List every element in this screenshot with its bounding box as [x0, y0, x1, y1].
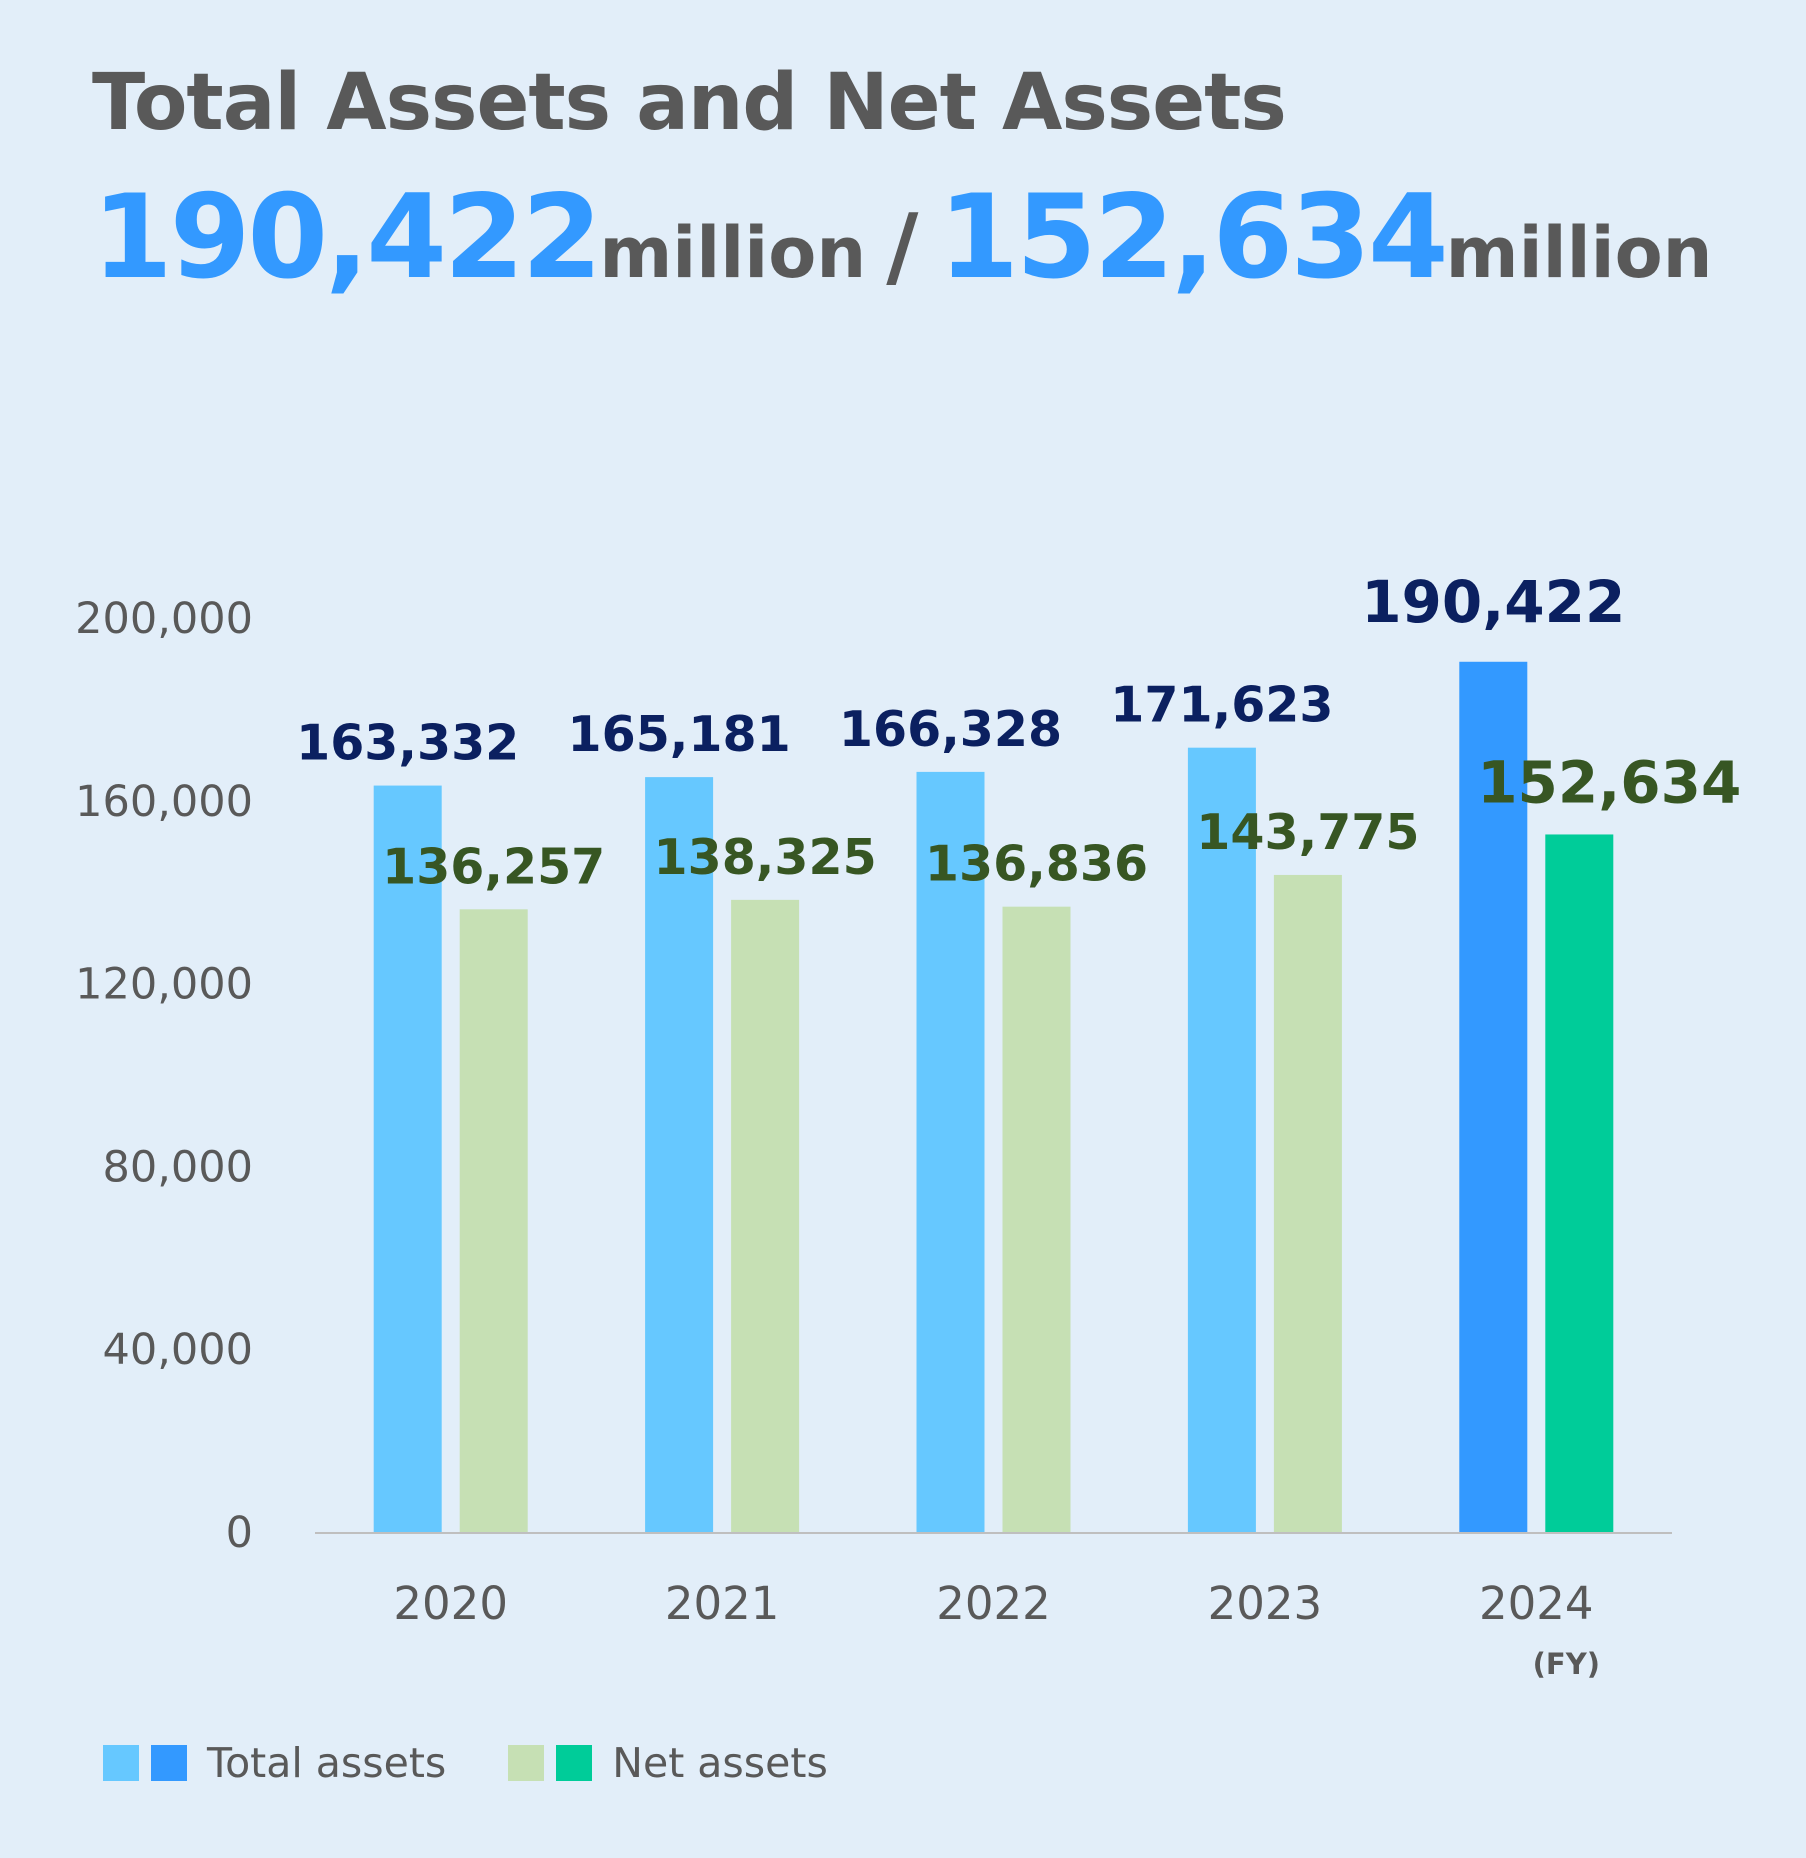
headline-total-value: 190,422 [92, 170, 602, 305]
legend-swatch-net-past [508, 1745, 545, 1781]
headline-separator: / [886, 195, 919, 298]
data-label-total-assets: 171,623 [1110, 677, 1333, 734]
x-tick-label: 2021 [665, 1577, 780, 1630]
legend: Total assets Net assets [103, 1738, 828, 1788]
y-tick-label: 160,000 [75, 777, 253, 827]
headline-total-unit: million [599, 212, 867, 294]
y-tick-label: 80,000 [103, 1142, 253, 1192]
bar-total-assets [373, 785, 442, 1532]
x-tick-label: 2022 [936, 1577, 1051, 1630]
x-axis-unit-label: (FY) [1533, 1647, 1600, 1681]
y-tick-label: 120,000 [75, 960, 253, 1010]
data-label-net-assets: 143,775 [1196, 804, 1419, 861]
data-label-total-assets: 163,332 [296, 715, 519, 772]
data-label-total-assets: 190,422 [1361, 568, 1625, 636]
y-tick-label: 0 [226, 1508, 253, 1558]
data-label-total-assets: 165,181 [568, 706, 791, 763]
bar-total-assets [916, 771, 985, 1532]
x-tick-label: 2023 [1208, 1577, 1323, 1630]
bar-total-assets [1187, 747, 1256, 1532]
x-tick-label: 2024 [1479, 1577, 1594, 1630]
legend-swatch-total-latest [151, 1745, 187, 1781]
legend-swatch-net-latest [556, 1745, 593, 1781]
legend-label-total-assets: Total assets [207, 1739, 447, 1787]
legend-total-assets: Total assets [103, 1739, 446, 1787]
bar-net-assets [459, 909, 528, 1532]
bar-total-assets [1459, 661, 1528, 1532]
x-tick-label: 2020 [393, 1577, 508, 1630]
data-label-total-assets: 166,328 [839, 701, 1062, 758]
data-label-net-assets: 136,257 [382, 838, 605, 895]
headline-figures: 190,422million/152,634million [92, 170, 1713, 305]
legend-label-net-assets: Net assets [612, 1739, 828, 1787]
legend-net-assets: Net assets [508, 1739, 828, 1787]
chart-title: Total Assets and Net Assets [92, 58, 1287, 148]
bar-net-assets [1545, 834, 1614, 1532]
legend-swatch-total-past [103, 1745, 139, 1781]
bar-total-assets [645, 777, 714, 1532]
headline-net-unit: million [1445, 212, 1713, 294]
data-label-net-assets: 152,634 [1477, 748, 1741, 816]
data-label-net-assets: 136,836 [925, 836, 1148, 893]
data-label-net-assets: 138,325 [654, 829, 877, 886]
y-tick-label: 200,000 [75, 594, 253, 644]
y-tick-label: 40,000 [103, 1325, 253, 1375]
headline-net-value: 152,634 [938, 170, 1448, 305]
bar-net-assets [1002, 906, 1071, 1532]
bar-net-assets [1273, 874, 1342, 1532]
bar-net-assets [731, 899, 800, 1532]
